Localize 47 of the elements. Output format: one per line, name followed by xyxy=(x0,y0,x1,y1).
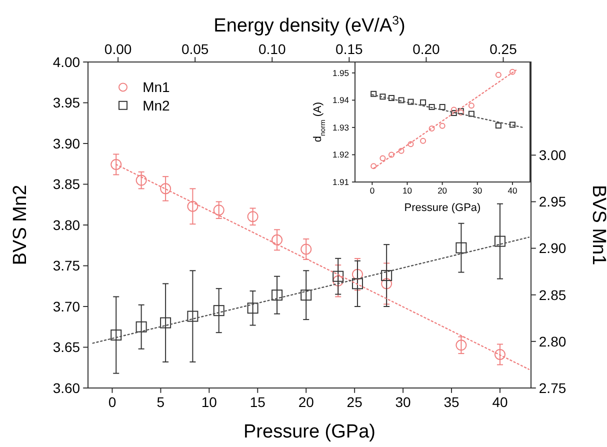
x2-tick-label: 0.05 xyxy=(181,41,209,58)
y2-tick-label: 2.85 xyxy=(538,286,566,303)
y-tick-label: 3.70 xyxy=(52,298,80,314)
y-tick-label: 3.95 xyxy=(52,94,80,111)
y-tick-label: 1.92 xyxy=(332,150,350,160)
x-tick-label: 35 xyxy=(444,394,460,410)
x-tick-label: 25 xyxy=(346,394,363,410)
x2-tick-label: 0.20 xyxy=(412,41,440,58)
y-tick-label: 3.80 xyxy=(52,216,80,233)
x2-tick-label: 0.10 xyxy=(258,41,286,58)
y-tick-label: 3.90 xyxy=(52,135,80,152)
x-tick-label: 20 xyxy=(298,394,314,410)
legend-label: Mn2 xyxy=(142,97,170,114)
y2-axis-title: BVS Mn1 xyxy=(588,184,607,266)
x-tick-label: 40 xyxy=(492,394,508,410)
y-tick-label: 1.95 xyxy=(332,68,350,78)
y-tick-label: 3.75 xyxy=(52,258,80,274)
y2-tick-label: 3.00 xyxy=(538,147,566,164)
y-tick-label: 3.85 xyxy=(52,176,80,192)
x-tick-label: 15 xyxy=(250,394,266,410)
y-tick-label: 3.60 xyxy=(52,380,80,396)
x-tick-label: 10 xyxy=(402,185,412,196)
x-tick-label: 40 xyxy=(508,185,518,196)
x-axis-title: Pressure (GPa) xyxy=(404,202,481,214)
x2-tick-label: 0.25 xyxy=(490,41,518,58)
y2-tick-label: 2.80 xyxy=(538,333,566,350)
x-tick-label: 30 xyxy=(395,394,412,410)
y-axis-title: BVS Mn2 xyxy=(10,184,31,266)
y-tick-label: 4.00 xyxy=(52,54,80,70)
y2-tick-label: 2.75 xyxy=(538,380,566,396)
x-tick-label: 0 xyxy=(108,394,116,410)
x2-tick-label: 0.00 xyxy=(104,41,132,58)
x2-tick-label: 0.15 xyxy=(336,41,364,58)
x2-axis-title: Energy density (eV/A$^{3}$) xyxy=(214,14,406,37)
y-tick-label: 1.91 xyxy=(332,176,350,187)
x-tick-label: 0 xyxy=(370,185,375,196)
y2-tick-label: 2.90 xyxy=(538,240,566,256)
x-tick-label: 20 xyxy=(438,185,448,196)
x-tick-label: 10 xyxy=(201,394,218,410)
y-tick-label: 1.93 xyxy=(332,122,350,132)
legend-label: Mn1 xyxy=(142,79,170,96)
x-axis-title: Pressure (GPa) xyxy=(244,421,376,442)
x-tick-label: 5 xyxy=(156,394,165,410)
y2-tick-label: 2.95 xyxy=(538,194,566,210)
y-tick-label: 3.65 xyxy=(52,339,80,356)
x-tick-label: 30 xyxy=(472,185,482,196)
y-tick-label: 1.94 xyxy=(332,95,350,106)
